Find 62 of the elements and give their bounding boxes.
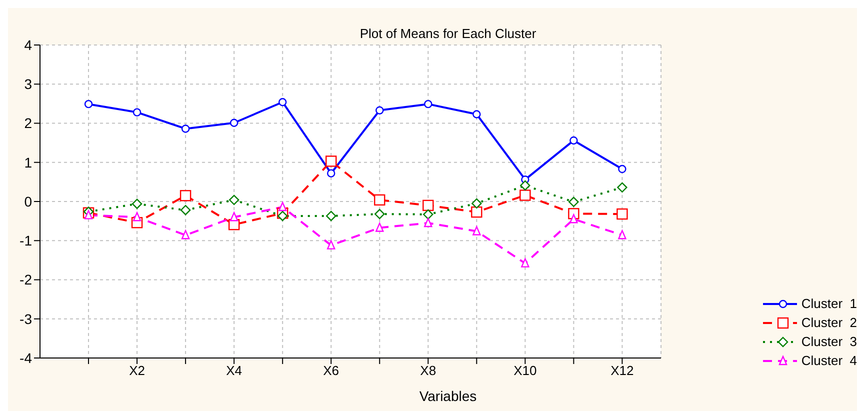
point — [84, 210, 93, 220]
x-tick-label: X8 — [420, 363, 436, 378]
point — [230, 118, 238, 127]
point — [326, 169, 336, 178]
point — [617, 182, 628, 193]
point — [180, 205, 191, 216]
point — [278, 202, 287, 212]
point — [376, 222, 384, 232]
x-tick-label: X6 — [323, 363, 340, 378]
y-tick-label: 0 — [24, 193, 32, 210]
point — [278, 98, 287, 106]
point — [520, 180, 530, 191]
point — [374, 194, 386, 206]
point — [424, 100, 432, 108]
point — [374, 208, 385, 220]
point — [423, 209, 434, 220]
legend-label: Cluster 3 — [801, 334, 857, 349]
point — [520, 190, 531, 201]
point — [84, 100, 93, 108]
x-tick-label: X2 — [129, 363, 145, 378]
y-tick-label: -4 — [20, 350, 32, 366]
point — [228, 194, 240, 206]
x-tick-label: X10 — [514, 363, 537, 378]
point — [570, 214, 578, 224]
y-tick-label: 3 — [24, 76, 32, 92]
point — [277, 210, 288, 222]
point — [472, 110, 481, 118]
point — [132, 212, 142, 222]
point — [471, 206, 482, 218]
x-axis-title: Variables — [418, 388, 478, 404]
point — [325, 156, 337, 167]
y-tick-label: -2 — [20, 272, 32, 288]
point — [180, 190, 192, 202]
point — [181, 124, 190, 133]
point — [326, 240, 336, 250]
point — [472, 198, 482, 209]
point — [422, 200, 434, 212]
point — [326, 210, 336, 222]
point — [570, 136, 578, 145]
y-tick-label: -1 — [20, 232, 32, 249]
y-tick-label: 1 — [24, 154, 32, 170]
legend-label: Cluster 4 — [801, 353, 857, 368]
x-tick-label: X4 — [226, 363, 242, 378]
point — [616, 208, 628, 220]
point — [618, 164, 626, 174]
y-tick-label: -3 — [20, 310, 32, 327]
point — [424, 218, 432, 228]
point — [618, 230, 626, 240]
y-tick-label: 2 — [24, 115, 32, 132]
point — [230, 212, 238, 222]
point — [132, 108, 142, 116]
point — [181, 230, 190, 240]
y-tick-label: 4 — [24, 36, 32, 53]
legend-label: Cluster 1 — [801, 296, 857, 311]
point — [472, 226, 481, 236]
chart-title: Plot of Means for Each Cluster — [358, 26, 538, 41]
point — [376, 106, 384, 114]
legend-label: Cluster 2 — [801, 315, 857, 330]
point — [521, 258, 530, 268]
x-tick-label: X12 — [610, 363, 634, 378]
point — [568, 196, 579, 207]
point — [132, 198, 142, 209]
